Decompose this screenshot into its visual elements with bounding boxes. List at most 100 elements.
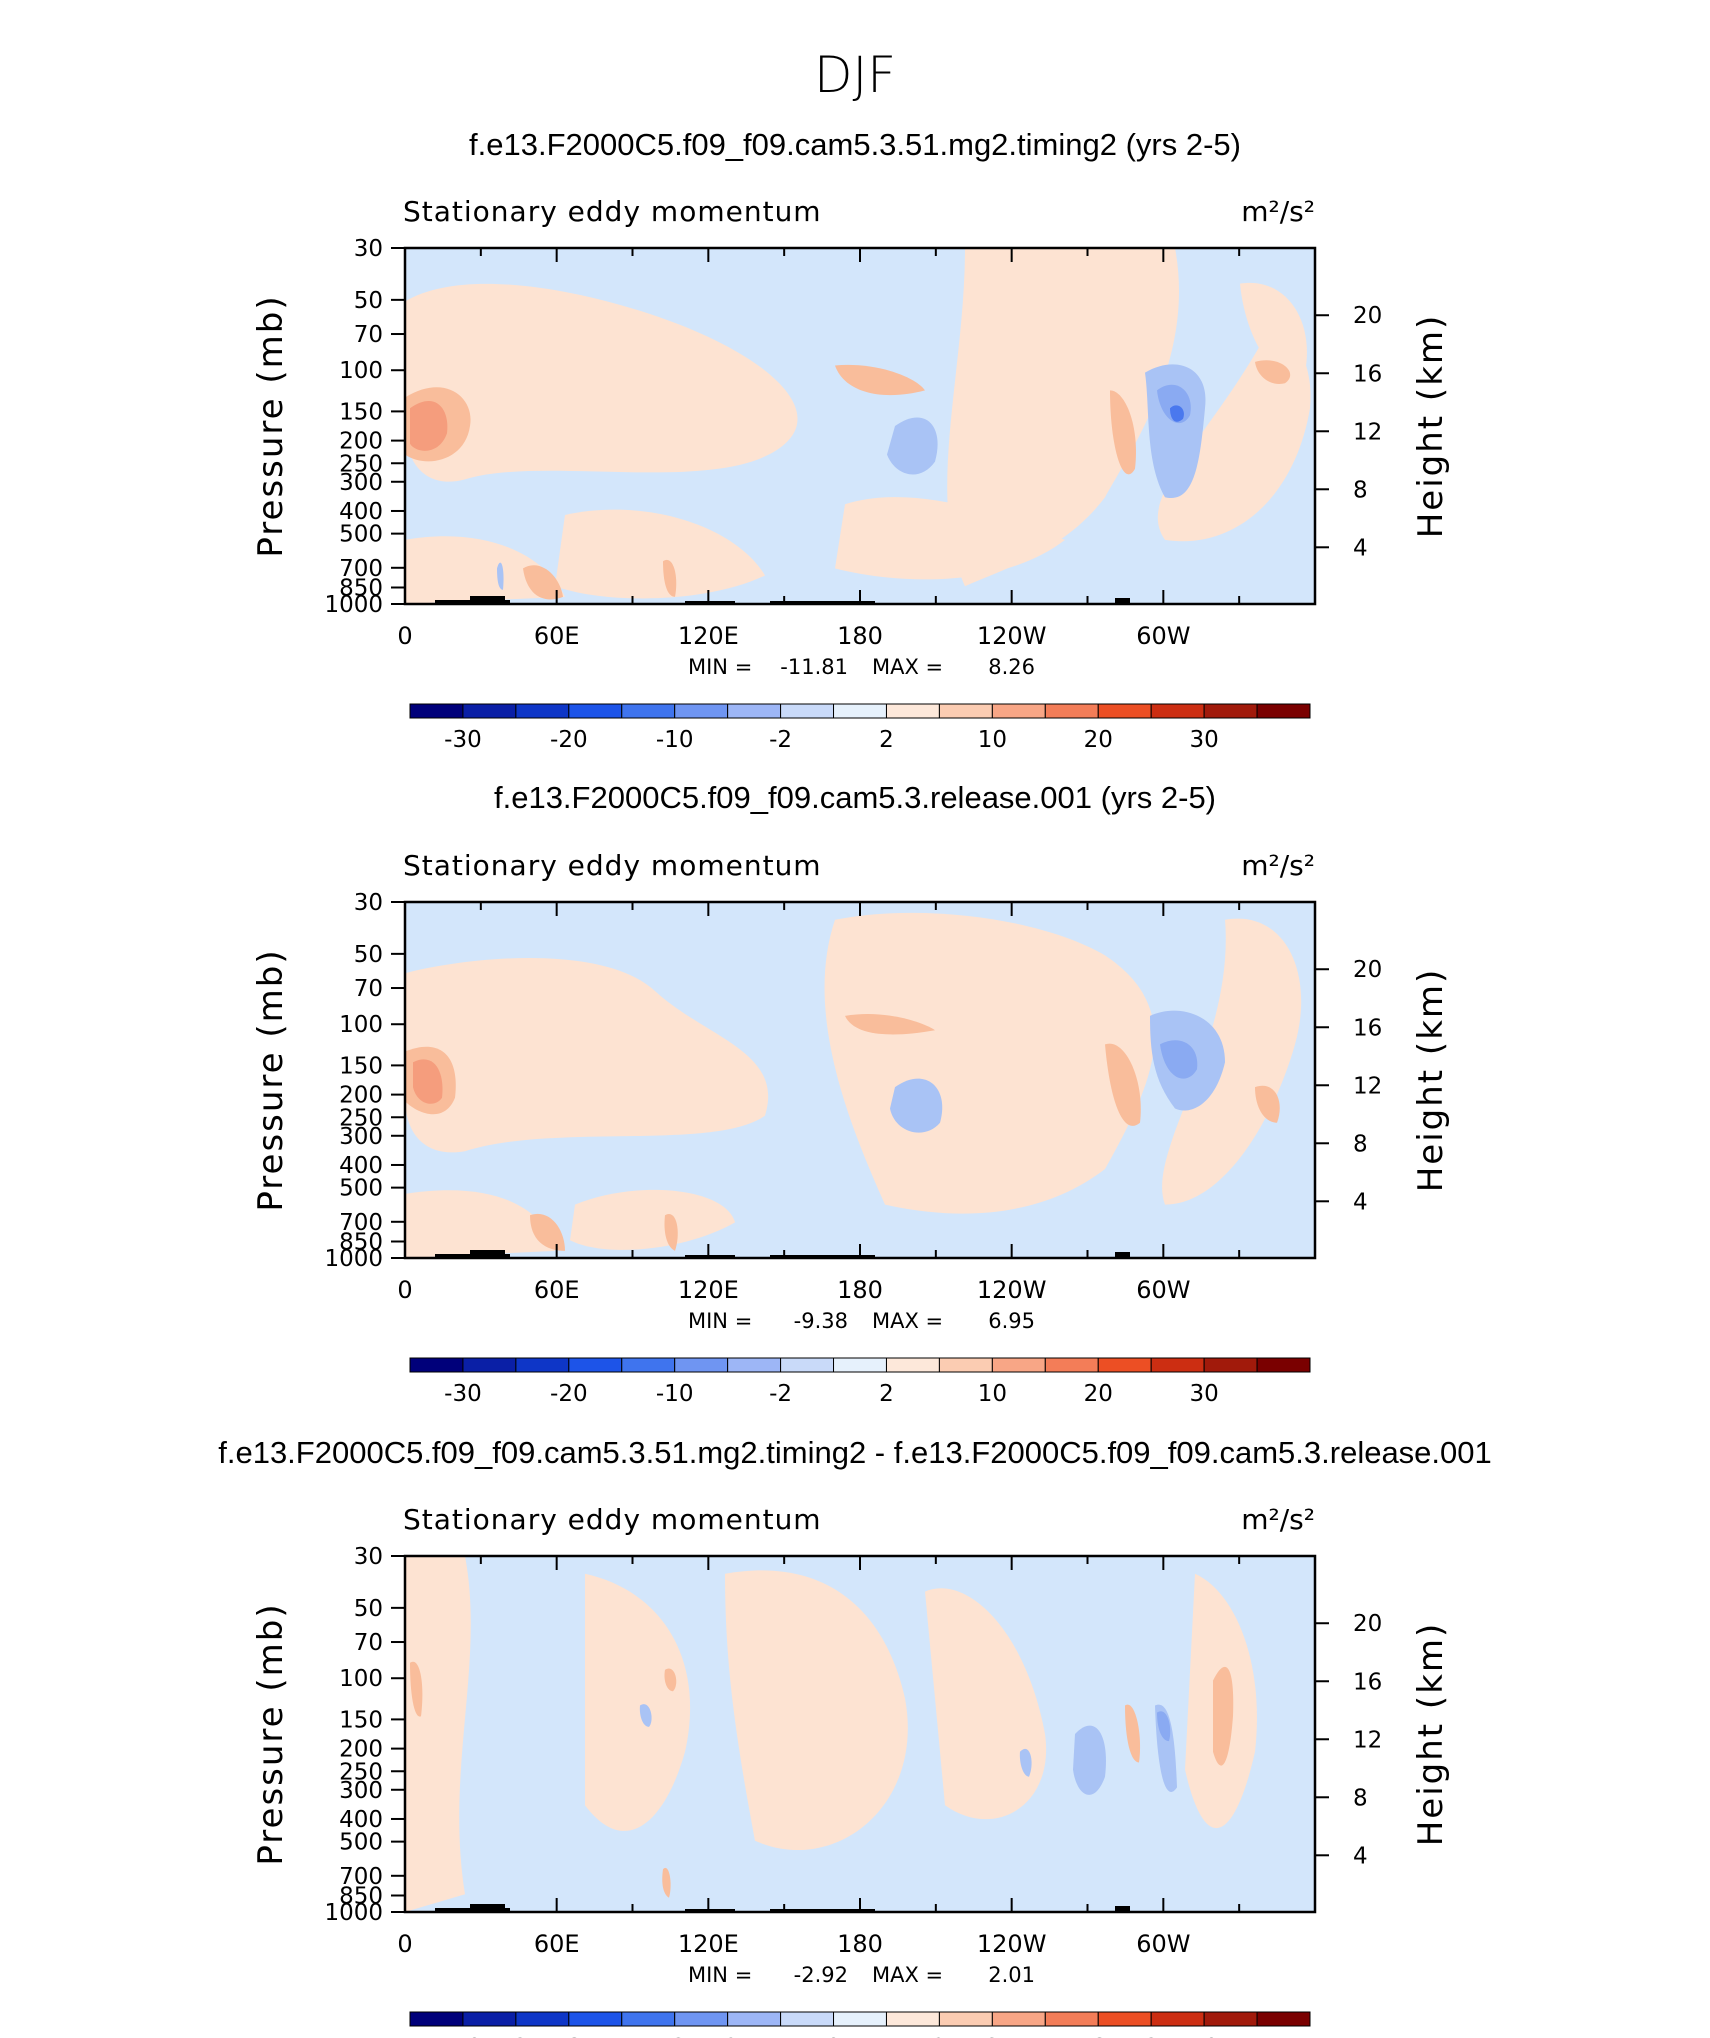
colorbar-label: 2 [879,727,894,753]
x-tick-label: 120E [678,1276,739,1304]
x-tick-label: 120W [977,1930,1047,1958]
colorbar-swatch [674,703,729,719]
colorbar-swatch [1203,703,1258,719]
field-label: Stationary eddy momentum [403,849,822,882]
colorbar-label: -2 [769,727,792,753]
colorbar-swatch [462,703,517,719]
colorbar-swatch [409,703,464,719]
colorbar-swatch [1097,2011,1152,2027]
y-tick-label: 250 [339,451,383,477]
contour-region [405,1190,555,1258]
colorbar-swatch [991,2011,1046,2027]
colorbar-swatch [515,2011,570,2027]
y-axis-label: Pressure (mb) [251,294,291,557]
contour-region [1105,1043,1141,1126]
field-label: Stationary eddy momentum [403,1503,822,1536]
colorbar-label: -4 [610,2035,633,2038]
x-tick-label: 120W [977,622,1047,650]
y-right-axis-label: Height (km) [1411,968,1451,1193]
contour-region [1157,332,1311,542]
colorbar-swatch [515,703,570,719]
colorbar-label: 2 [879,1381,894,1407]
colorbar-label: 6 [1091,2035,1106,2038]
topography [1115,598,1130,604]
colorbar-swatch [674,2011,729,2027]
topography [1115,1252,1130,1258]
colorbar-label: 0 [826,2035,841,2038]
y-tick-label: 50 [354,288,383,314]
y-tick-label: 500 [339,1830,383,1856]
contour-region [835,497,1065,580]
y-tick-label: 50 [354,1596,383,1622]
contour-region [664,1214,678,1251]
chart-panel-2: f.e13.F2000C5.f09_f09.cam5.3.release.001… [251,780,1451,1407]
colorbar-label: 30 [1189,1381,1218,1407]
colorbar-swatch [1150,2011,1205,2027]
y-tick-label: 250 [339,1759,383,1785]
colorbar-label: -2 [716,2035,739,2038]
topography [470,596,505,604]
y-right-tick-label: 16 [1353,1015,1382,1041]
y-tick-label: 30 [354,236,383,262]
topography [470,1904,505,1912]
y-tick-label: 500 [339,1176,383,1202]
contour-region [1125,1704,1141,1763]
y-right-tick-label: 4 [1353,1189,1368,1215]
stat-max-value: 2.01 [988,1963,1035,1987]
colorbar-label: -10 [656,727,694,753]
colorbar-swatch [780,1357,835,1373]
colorbar-swatch [621,1357,676,1373]
x-tick-label: 60E [534,1276,580,1304]
y-tick-label: 300 [339,1778,383,1804]
colorbar-swatch [1097,1357,1152,1373]
colorbar-swatch [991,703,1046,719]
topography [770,601,875,604]
colorbar-label: -20 [550,1381,588,1407]
topography [1115,1906,1130,1912]
colorbar-label: 10 [1189,2035,1218,2038]
y-tick-label: 100 [339,1012,383,1038]
contour-region [555,509,765,599]
contour-region [1170,405,1184,422]
colorbar-swatch [833,2011,887,2027]
panel-title: f.e13.F2000C5.f09_f09.cam5.3.release.001… [494,780,1216,815]
colorbar-swatch [938,2011,993,2027]
colorbar-swatch [515,1357,570,1373]
x-tick-label: 60W [1136,622,1190,650]
contour-field [405,902,1315,1258]
colorbar-label: 10 [978,1381,1007,1407]
x-tick-label: 60E [534,622,580,650]
colorbar-swatch [568,703,623,719]
contour-region [1019,1748,1032,1777]
colorbar-label: 1 [879,2035,894,2038]
y-tick-label: 400 [339,1153,383,1179]
y-right-tick-label: 20 [1353,303,1382,329]
colorbar-swatch [462,1357,517,1373]
stat-min-label: MIN = [688,655,752,679]
colorbar-swatch [727,703,782,719]
y-tick-label: 850 [339,1884,383,1910]
contour-region [405,283,798,482]
contour-region [410,1661,423,1717]
contour-region [1157,1711,1171,1742]
y-tick-label: 70 [354,322,383,348]
colorbar-label: 20 [1084,727,1113,753]
topography [685,1255,735,1258]
contour-region [570,1189,735,1250]
y-tick-label: 70 [354,976,383,1002]
units-label: m²/s² [1241,1503,1315,1536]
y-right-tick-label: 16 [1353,1669,1382,1695]
contour-region [1162,918,1302,1205]
stat-min-label: MIN = [688,1309,752,1333]
x-tick-label: 120E [678,1930,739,1958]
colorbar-label: -10 [656,1381,694,1407]
stat-min-value: -11.81 [780,655,848,679]
contour-field [405,1556,1315,1912]
colorbar: -30 -20 -10 -2 2 10 20 30 [409,1357,1311,1407]
colorbar-label: 30 [1189,727,1218,753]
colorbar-label: -30 [444,1381,482,1407]
colorbar: -10-8-6-4-3-2-1012346810 [409,2011,1311,2038]
chart-panel-3: f.e13.F2000C5.f09_f09.cam5.3.51.mg2.timi… [218,1435,1492,2038]
y-tick-label: 70 [354,1630,383,1656]
y-tick-label: 1000 [324,1900,383,1926]
